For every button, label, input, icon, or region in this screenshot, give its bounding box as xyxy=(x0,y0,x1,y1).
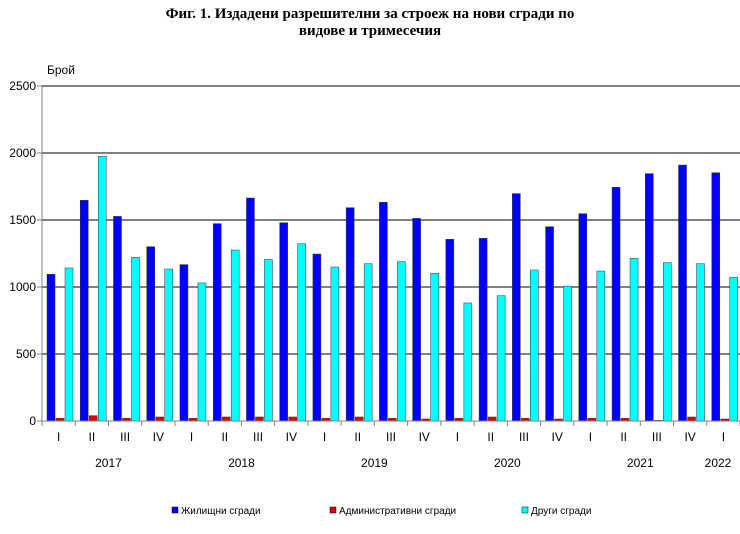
x-tick-label: IV xyxy=(684,430,695,444)
y-axis-label: Брой xyxy=(47,63,75,77)
y-tick-label: 1000 xyxy=(9,280,36,294)
bar-residential xyxy=(678,164,687,422)
year-label: 2017 xyxy=(95,456,122,470)
bar-other xyxy=(164,268,173,422)
year-label: 2022 xyxy=(705,456,732,470)
bar-other xyxy=(729,277,739,422)
bar-administrative xyxy=(88,415,98,422)
bar-other xyxy=(530,269,539,422)
y-tick-label: 2000 xyxy=(9,146,36,160)
bar-other xyxy=(131,257,140,422)
bar-residential xyxy=(512,193,521,422)
bar-residential xyxy=(46,274,56,422)
y-tick-label: 1500 xyxy=(9,213,36,227)
bar-administrative xyxy=(155,416,164,422)
legend-swatch xyxy=(521,506,529,514)
bar-other xyxy=(97,156,107,422)
x-tick-label: IV xyxy=(419,430,430,444)
bar-other xyxy=(264,259,273,422)
bar-residential xyxy=(79,200,89,422)
x-tick-label: IV xyxy=(153,430,164,444)
bar-other xyxy=(330,266,340,422)
bar-administrative xyxy=(687,416,696,422)
bar-residential xyxy=(578,213,588,422)
bar-residential xyxy=(478,238,488,422)
bar-residential xyxy=(146,246,155,422)
x-tick-label: II xyxy=(487,430,494,444)
x-tick-label: I xyxy=(456,430,459,444)
bar-other xyxy=(430,273,439,422)
year-label: 2020 xyxy=(494,456,521,470)
bar-residential xyxy=(445,239,455,422)
bar-administrative xyxy=(255,416,264,422)
chart-title-line2: видове и тримесечия xyxy=(298,23,442,39)
x-tick-label: I xyxy=(57,430,60,444)
legend-swatch xyxy=(329,506,337,514)
x-tick-label: II xyxy=(620,430,627,444)
x-tick-label: III xyxy=(386,430,396,444)
x-tick-label: IV xyxy=(286,430,297,444)
bar-residential xyxy=(246,197,255,422)
bar-administrative xyxy=(288,416,297,422)
x-tick-label: III xyxy=(652,430,662,444)
bar-residential xyxy=(645,173,654,422)
bar-other xyxy=(463,302,473,422)
legend-label: Административни сгради xyxy=(339,506,456,517)
x-tick-label: II xyxy=(221,430,228,444)
chart-title-line1: Фиг. 1. Издадени разрешителни за строеж … xyxy=(165,6,575,22)
bar-residential xyxy=(611,187,621,422)
x-tick-label: I xyxy=(722,430,725,444)
y-tick-label: 2500 xyxy=(9,79,36,93)
year-label: 2019 xyxy=(361,456,388,470)
bar-other xyxy=(629,258,639,422)
y-tick-label: 500 xyxy=(16,347,36,361)
bar-residential xyxy=(345,207,355,422)
bar-other xyxy=(397,261,406,422)
bar-administrative xyxy=(354,416,364,422)
bar-other xyxy=(496,295,506,422)
x-tick-label: II xyxy=(89,430,96,444)
bar-residential xyxy=(379,202,388,422)
bar-residential xyxy=(279,222,288,422)
bar-residential xyxy=(545,226,554,422)
bar-other xyxy=(596,270,606,422)
bar-other xyxy=(230,249,240,422)
bar-residential xyxy=(113,216,122,422)
x-tick-label: III xyxy=(120,430,130,444)
year-label: 2018 xyxy=(228,456,255,470)
legend-label: Жилищни сгради xyxy=(181,506,261,517)
bar-other xyxy=(363,263,373,422)
x-tick-label: III xyxy=(519,430,529,444)
bar-administrative xyxy=(487,416,497,422)
year-label: 2021 xyxy=(627,456,654,470)
bar-residential xyxy=(412,218,421,422)
bar-residential xyxy=(711,172,721,422)
x-tick-label: IV xyxy=(552,430,563,444)
bar-residential xyxy=(312,253,322,422)
bar-administrative xyxy=(221,416,231,422)
bar-residential xyxy=(179,264,189,422)
x-tick-label: I xyxy=(190,430,193,444)
bar-residential xyxy=(212,223,222,422)
bar-other xyxy=(64,267,74,422)
x-tick-label: II xyxy=(354,430,361,444)
x-tick-label: I xyxy=(323,430,326,444)
x-tick-label: I xyxy=(589,430,592,444)
legend-swatch xyxy=(171,506,179,514)
bar-other xyxy=(297,243,306,422)
x-tick-label: III xyxy=(253,430,263,444)
bar-other xyxy=(696,263,705,422)
bar-other xyxy=(197,282,207,422)
bar-other xyxy=(563,285,572,422)
y-tick-label: 0 xyxy=(29,414,36,428)
legend-label: Други сгради xyxy=(531,506,591,517)
bar-other xyxy=(663,262,672,422)
